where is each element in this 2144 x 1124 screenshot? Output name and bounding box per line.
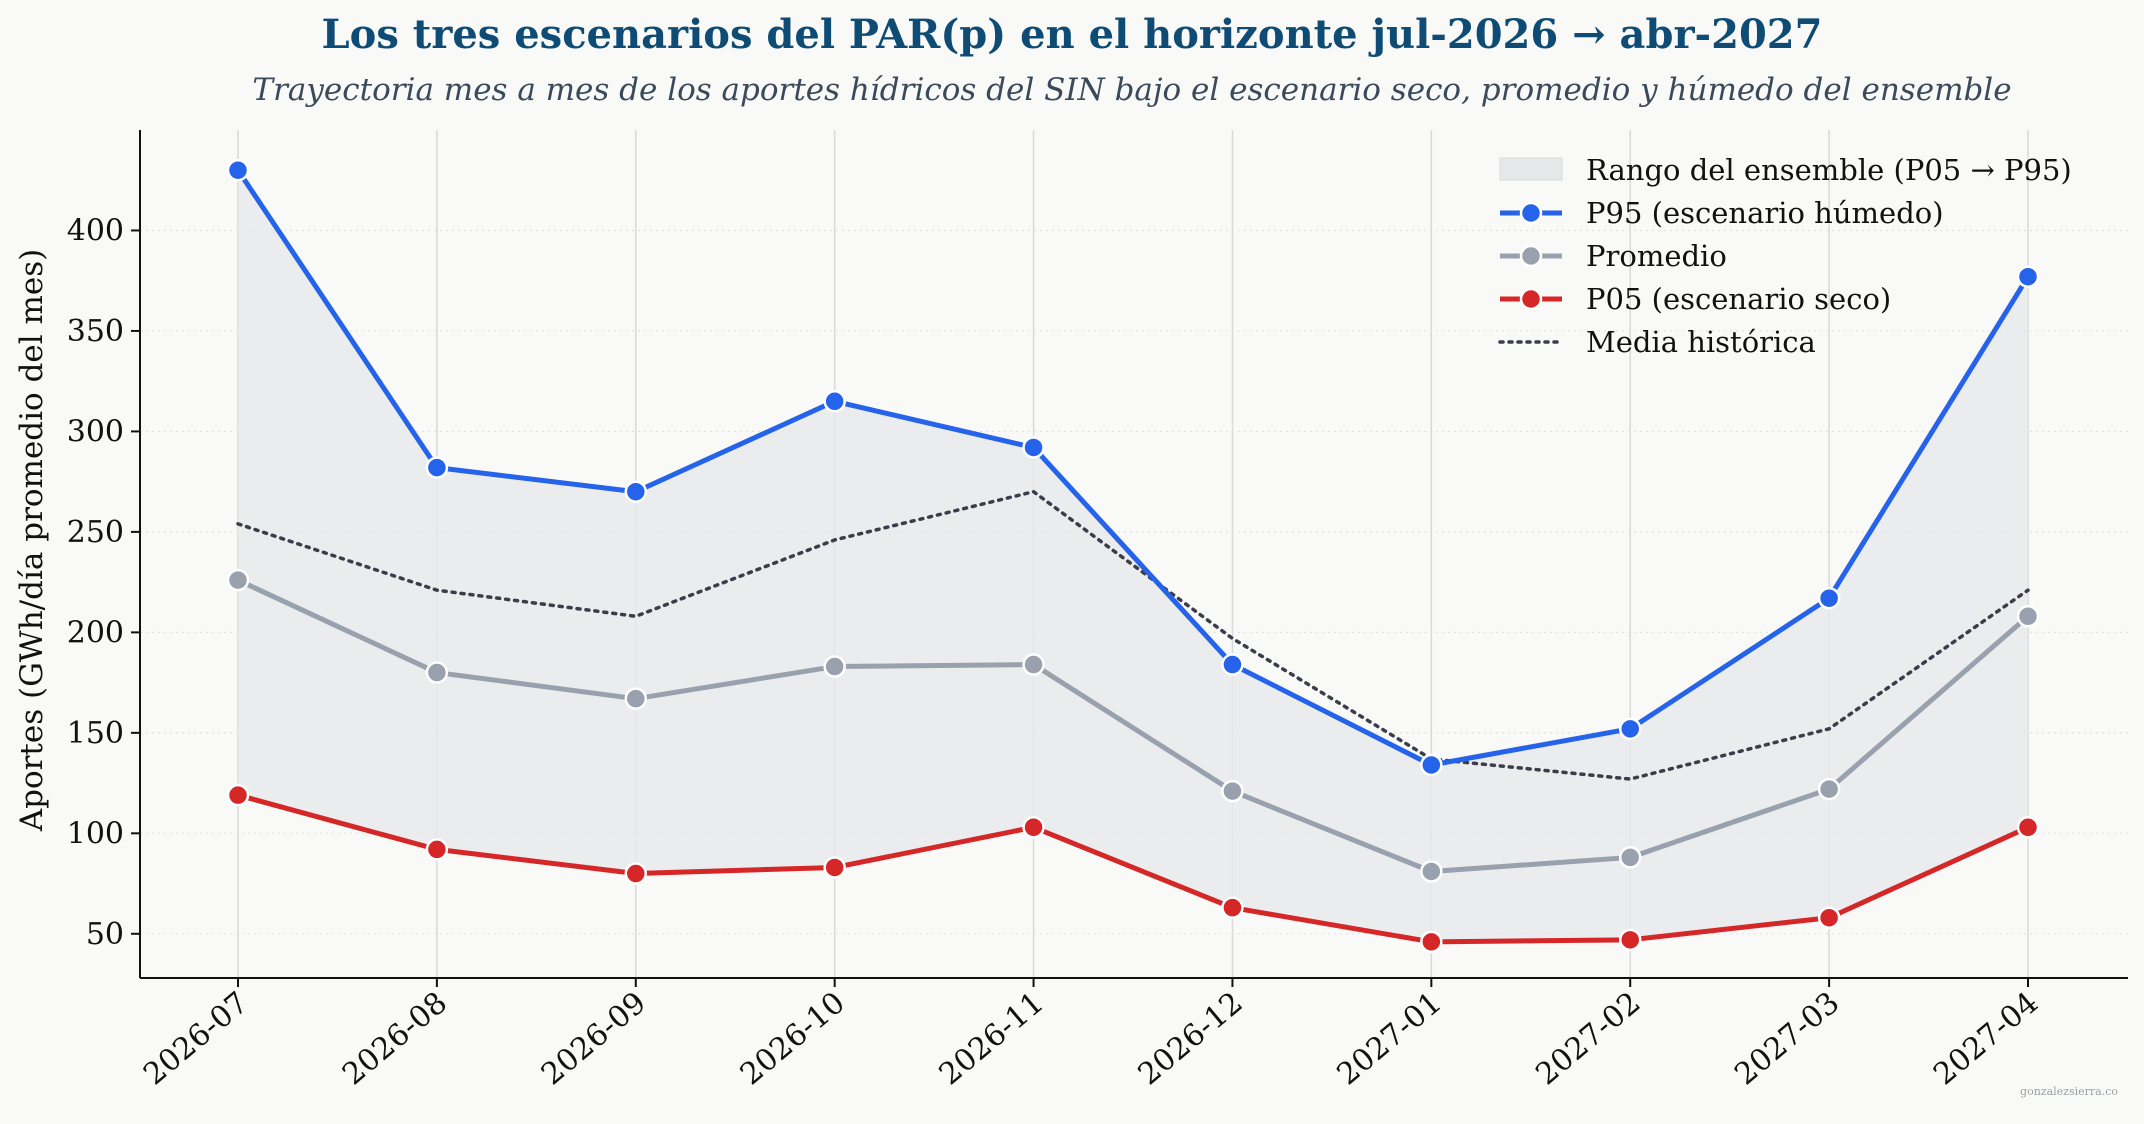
y-tick-label: 250 — [67, 515, 124, 550]
data-point — [226, 158, 250, 182]
data-point — [624, 480, 648, 503]
watermark: gonzalezsierra.co — [2020, 1085, 2118, 1098]
data-point — [624, 862, 648, 885]
x-tick-label: 2026-07 — [137, 985, 255, 1092]
y-tick-label: 350 — [67, 314, 124, 349]
data-point — [226, 783, 250, 807]
series-promedio — [226, 568, 2040, 883]
data-point — [2016, 816, 2040, 839]
legend-label: P95 (escenario húmedo) — [1586, 196, 1944, 230]
legend-entry: Promedio — [1500, 239, 1727, 273]
series-line — [236, 577, 2030, 874]
x-tick-label: 2027-04 — [1927, 985, 2045, 1092]
series-line — [237, 792, 2030, 945]
data-point — [823, 655, 846, 678]
series-media-hist-rica — [236, 489, 2030, 781]
data-point — [1022, 653, 1045, 676]
data-point — [1022, 816, 1045, 839]
data-point — [1221, 653, 1244, 676]
legend-swatch — [1499, 157, 1563, 181]
data-point — [425, 456, 449, 479]
data-point — [226, 568, 250, 592]
data-point — [1221, 896, 1244, 919]
y-axis-title: Aportes (GWh/día promedio del mes) — [14, 249, 50, 833]
series-line — [236, 489, 2030, 781]
legend-marker — [1519, 201, 1543, 225]
data-point — [1618, 717, 1642, 741]
legend: Rango del ensemble (P05 → P95) P95 (escen… — [1498, 153, 2072, 359]
legend-marker — [1519, 287, 1543, 311]
y-tick-label: 300 — [67, 414, 124, 449]
legend-entry: Media histórica — [1498, 325, 1816, 359]
legend-marker — [1519, 244, 1543, 268]
data-point — [823, 390, 846, 413]
chart-title: Los tres escenarios del PAR(p) en el hor… — [322, 11, 1823, 58]
legend-entry: P05 (escenario seco) — [1500, 282, 1891, 316]
data-point — [2016, 605, 2040, 628]
x-tick-label: 2026-11 — [933, 985, 1051, 1092]
series — [226, 158, 2040, 954]
y-tick-label: 50 — [86, 917, 124, 952]
data-point — [624, 687, 648, 710]
x-tick-label: 2026-10 — [734, 985, 852, 1092]
series-p95-escenario-h-medo — [226, 158, 2040, 777]
chart-subtitle: Trayectoria mes a mes de los aportes híd… — [252, 72, 2011, 108]
data-point — [1817, 906, 1841, 929]
data-point — [1420, 753, 1443, 777]
x-tick-label: 2026-12 — [1132, 985, 1250, 1092]
legend-entry: P95 (escenario húmedo) — [1500, 196, 1944, 230]
data-point — [425, 838, 449, 861]
legend-label: Rango del ensemble (P05 → P95) — [1586, 153, 2072, 187]
data-point — [1618, 846, 1642, 869]
legend-label: P05 (escenario seco) — [1586, 282, 1891, 316]
data-point — [1817, 777, 1841, 801]
data-point — [1221, 779, 1244, 803]
x-tick-label: 2027-03 — [1728, 985, 1846, 1092]
y-tick-label: 100 — [67, 816, 124, 851]
series-p05-escenario-seco — [226, 783, 2040, 954]
y-tick-label: 400 — [67, 213, 124, 248]
data-point — [1817, 586, 1841, 610]
data-point — [425, 661, 449, 684]
x-tick-label: 2027-01 — [1330, 985, 1448, 1092]
y-tick-label: 200 — [67, 615, 124, 650]
data-point — [2016, 265, 2040, 288]
data-point — [1420, 930, 1443, 954]
legend-label: Promedio — [1586, 239, 1727, 273]
x-tick-label: 2027-02 — [1529, 985, 1647, 1092]
legend-label: Media histórica — [1586, 325, 1816, 359]
data-point — [1618, 928, 1642, 952]
y-tick-label: 150 — [67, 716, 124, 751]
series-line — [235, 168, 2031, 768]
x-tick-label: 2026-08 — [336, 985, 454, 1092]
legend-entry: Rango del ensemble (P05 → P95) — [1499, 153, 2072, 187]
data-point — [823, 856, 846, 879]
x-tick-label: 2026-09 — [535, 985, 653, 1092]
data-point — [1420, 860, 1443, 883]
data-point — [1022, 436, 1045, 459]
